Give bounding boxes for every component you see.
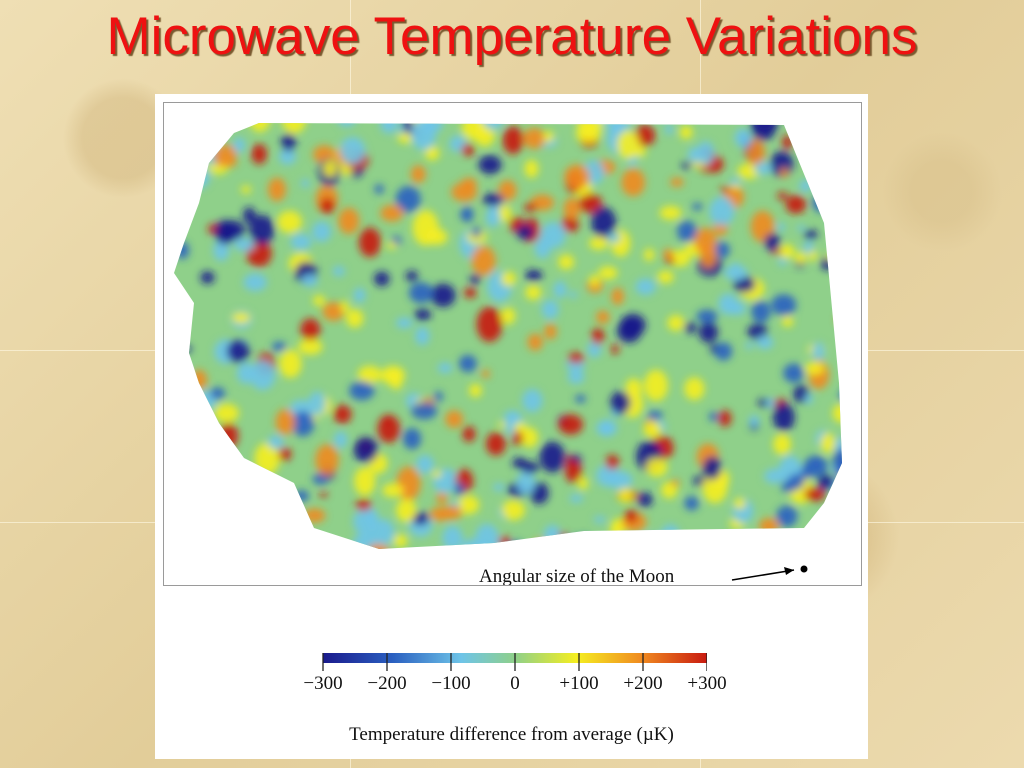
moon-dot-icon [800,565,808,573]
colorbar-tick-label: −200 [367,673,407,694]
colorbar-tick-label: −100 [431,673,471,694]
map-field [174,123,842,549]
colorbar-tick-label: −300 [303,673,343,694]
colorbar-title: Temperature difference from average (µK) [349,724,674,745]
colorbar-tick-label: 0 [510,673,520,694]
slide-title: Microwave Temperature Variations [106,7,918,66]
cmb-figure: Angular size of the Moon −300 −200 −100 0 +1… [155,94,868,759]
colorbar [322,653,707,671]
arrow-head-icon [784,567,794,575]
moon-annotation: Angular size of the Moon [479,566,675,586]
moon-arrow [731,569,795,581]
temperature-map-frame: Angular size of the Moon [163,102,862,586]
colorbar-tick-label: +300 [687,673,727,694]
colorbar-tick-label: +200 [623,673,663,694]
temperature-map [174,123,842,581]
colorbar-tick-label: +100 [559,673,599,694]
